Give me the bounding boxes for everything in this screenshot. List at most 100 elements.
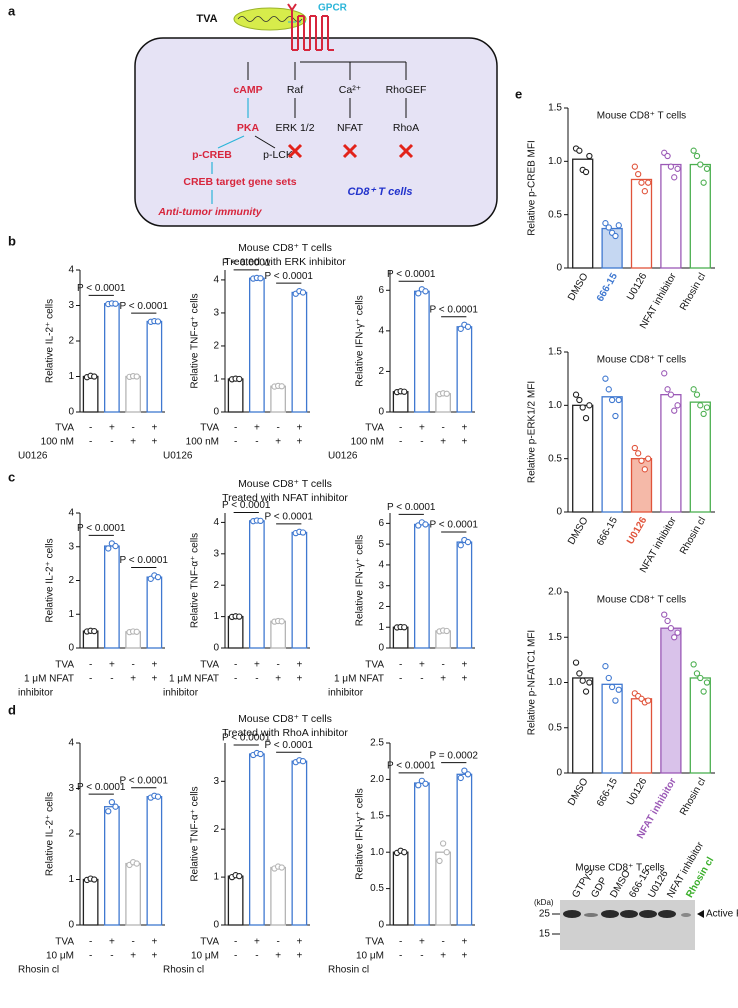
data-point <box>257 517 264 524</box>
y-tick-label: 4 <box>378 325 384 336</box>
y-axis-label: Relative IL-2⁺ cells <box>45 538 56 622</box>
data-point <box>415 290 422 297</box>
data-point <box>278 618 285 625</box>
condition-sign: + <box>151 423 157 434</box>
data-point <box>579 677 586 684</box>
data-point <box>278 864 285 871</box>
data-point <box>615 686 622 693</box>
bar <box>248 520 265 649</box>
data-point <box>615 396 622 404</box>
y-tick-label: 2 <box>68 575 74 586</box>
data-point <box>422 780 429 787</box>
y-axis-label: Relative IL-2⁺ cells <box>45 792 56 876</box>
data-point <box>667 625 675 632</box>
annotation: P < 0.0001 <box>120 775 169 786</box>
y-tick-label: 2 <box>68 829 74 840</box>
data-point <box>690 661 697 668</box>
bar <box>227 378 244 413</box>
data-point <box>154 573 162 581</box>
data-point <box>457 774 464 782</box>
y-tick-label: 2 <box>213 341 219 352</box>
condition-sign: + <box>130 674 136 685</box>
bar <box>630 698 653 774</box>
y-tick-label: 0.5 <box>370 883 384 894</box>
condition-sign: + <box>461 951 467 962</box>
data-point <box>439 840 447 847</box>
chart: 0 2 4 6 Relative IFN-γ⁺ cells P < 0.0001 P < 0… <box>328 269 478 462</box>
condition-label: TVA <box>55 660 74 671</box>
condition-sign: - <box>110 951 113 962</box>
condition-sign: + <box>461 937 467 948</box>
condition-label: 1 μM NFAT <box>24 674 74 685</box>
annotation: P < 0.0001 <box>387 760 436 771</box>
condition-label: 10 μM <box>46 951 74 962</box>
y-tick-label: 0.5 <box>548 209 562 220</box>
condition-sign: - <box>420 437 423 448</box>
receptor: GPCR <box>318 3 348 14</box>
y-axis-label: Relative IFN-γ⁺ cells <box>355 535 366 626</box>
data-point <box>635 450 642 457</box>
y-tick-label: 4 <box>378 560 384 571</box>
condition-sign: + <box>151 437 157 448</box>
data-point <box>401 388 408 395</box>
data-point <box>608 396 616 404</box>
condition-sign: - <box>441 660 444 671</box>
data-point <box>641 466 648 473</box>
data-point <box>631 444 638 452</box>
bands <box>563 910 691 918</box>
node: Anti-tumor immunity <box>157 206 262 218</box>
bar <box>689 163 711 269</box>
y-tick-label: 1 <box>213 374 219 385</box>
condition-sign: - <box>89 437 92 448</box>
data-point <box>576 147 583 154</box>
data-point <box>697 161 704 168</box>
marker: 15 <box>539 929 551 940</box>
y-tick-label: 0 <box>213 920 219 931</box>
condition-label: 10 μM <box>356 951 384 962</box>
data-point <box>576 670 583 677</box>
x-tick-label: U0126 <box>625 515 649 546</box>
bar <box>104 303 120 413</box>
condition-label: 10 μM <box>191 951 219 962</box>
data-point <box>133 373 140 380</box>
cell <box>134 37 498 227</box>
y-tick-label: 4 <box>68 738 74 749</box>
condition-sign: + <box>440 437 446 448</box>
band-arrow <box>697 910 704 918</box>
bar <box>291 760 308 926</box>
y-tick-label: 2 <box>68 336 74 347</box>
data-point <box>236 375 243 383</box>
marker: 25 <box>539 909 551 920</box>
condition-label: 1 μM NFAT <box>334 674 384 685</box>
chart: 0 1 2 3 4 Relative TNF-α⁺ cells P < 0.0001 P < … <box>163 258 313 462</box>
panel-letter: c <box>8 469 15 484</box>
bar <box>248 277 265 413</box>
condition-sign: - <box>234 937 237 948</box>
data-point <box>112 803 119 810</box>
bar <box>601 683 623 774</box>
condition-sign: - <box>276 660 279 671</box>
arrows-cyan <box>211 98 249 204</box>
condition-sign: + <box>440 674 446 685</box>
y-tick-label: 1 <box>68 609 74 620</box>
data-point <box>697 674 704 682</box>
data-point <box>278 383 285 390</box>
y-tick-label: 0 <box>556 263 562 274</box>
condition-sign: - <box>234 423 237 434</box>
data-point <box>464 538 472 546</box>
data-point <box>572 391 580 398</box>
condition-sign: - <box>399 937 402 948</box>
condition-sign: + <box>419 937 425 948</box>
condition-sign: + <box>109 937 115 948</box>
condition-sign: - <box>131 937 134 948</box>
data-point <box>664 617 671 625</box>
condition-sign: + <box>461 423 467 434</box>
data-point <box>154 318 162 325</box>
y-tick-label: 2.0 <box>370 774 384 785</box>
x-tick-label: U0126 <box>625 271 649 302</box>
condition-sign: + <box>296 660 302 671</box>
lane-label: GDP <box>589 875 610 900</box>
y-tick-label: 0 <box>213 643 219 654</box>
data-point <box>605 224 612 231</box>
condition-sign: - <box>131 660 134 671</box>
